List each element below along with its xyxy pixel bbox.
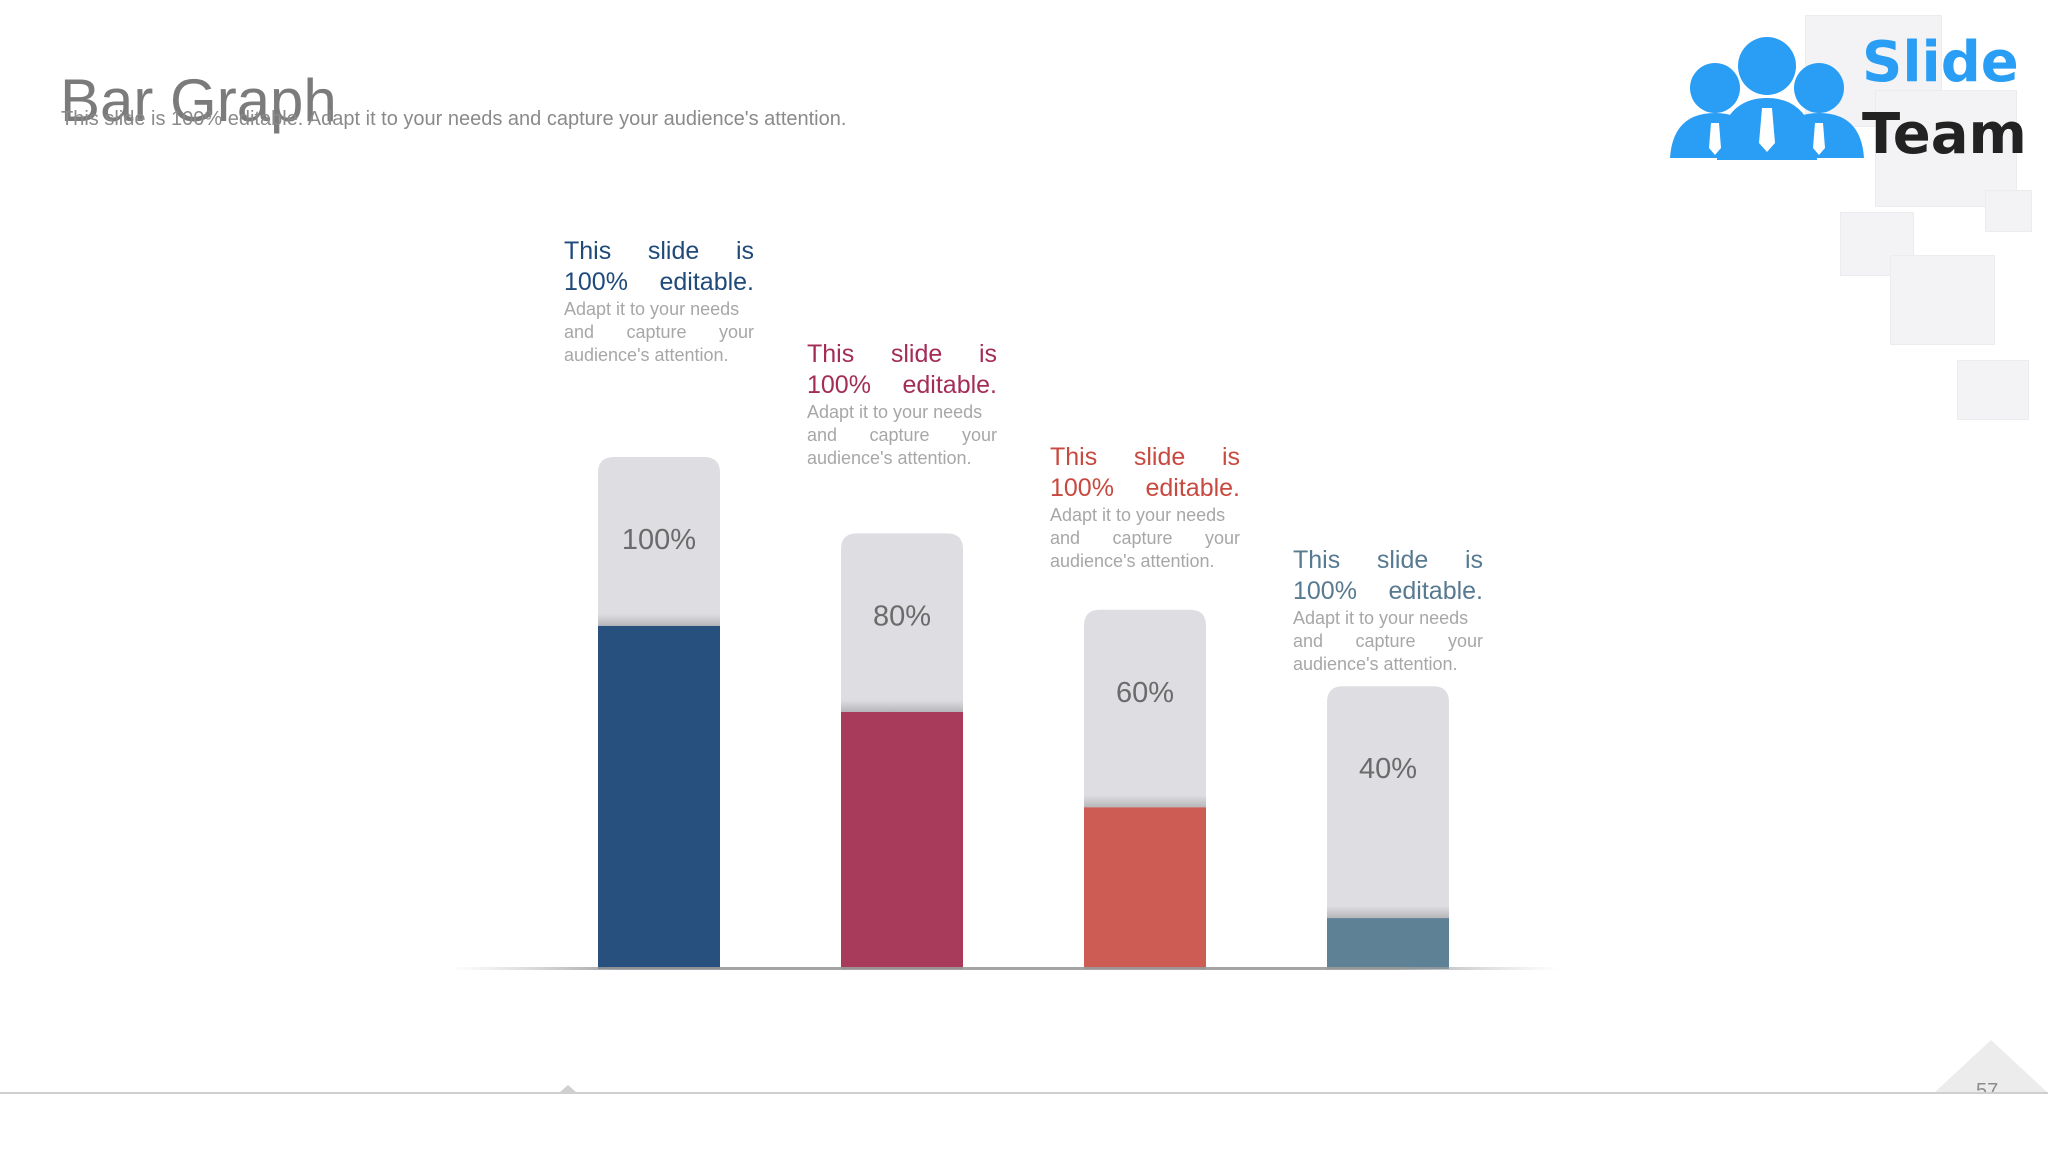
footer-marker [560,1085,576,1092]
page-subtitle: This slide is 100% editable. Adapt it to… [61,108,847,130]
description-heading-line: 100% editable. [807,371,997,399]
footer-line [0,1092,2048,1094]
page-title: Bar Graph [60,67,337,135]
description-body-line: and capture your [1050,528,1240,548]
decorative-square [1890,255,1995,345]
logo-text-slide: Slide [1862,30,2019,95]
decorative-square [1875,90,2017,207]
description-body-line: audience's attention. [1050,551,1215,571]
description-heading-line: 100% editable. [1293,577,1483,605]
description-heading-line: This slide is [1050,443,1240,471]
decorative-square [1985,190,2032,232]
description-body-line: and capture your [564,322,754,342]
description-heading-line: 100% editable. [1050,474,1240,502]
bar-value-label-4: 40% [1359,753,1417,785]
bar-value-label-1: 100% [622,524,696,556]
bar-fill-2 [841,711,963,969]
bar-fill-3 [1084,807,1206,969]
description-heading-line: 100% editable. [564,268,754,296]
page-number: 57 [1976,1080,1999,1092]
bar-value-label-3: 60% [1116,677,1174,709]
description-body-line: Adapt it to your needs [1050,505,1226,525]
bar-fill-1 [598,625,720,969]
description-body-line: audience's attention. [807,448,972,468]
description-heading-line: This slide is [807,340,997,368]
description-body-line: audience's attention. [564,345,729,365]
bar-description-3: This slide is 100% editable. Adapt it to y… [1050,442,1240,573]
description-body-line: Adapt it to your needs [807,402,983,422]
bar-shadow-4 [1327,906,1449,919]
bar-shadow-2 [841,699,963,712]
description-body-line: and capture your [807,425,997,445]
description-heading-line: This slide is [564,237,754,265]
description-heading-line: This slide is [1293,546,1483,574]
bar-fill-4 [1327,918,1449,969]
chart-baseline [450,967,1560,970]
logo-text-team: Team [1862,102,2027,167]
description-body-line: Adapt it to your needs [564,299,740,319]
description-body-line: and capture your [1293,631,1483,651]
bar-track-4 [1327,686,1449,969]
description-body-line: Adapt it to your needs [1293,608,1469,628]
slideteam-logo [1670,37,1864,160]
footer-corner-shape [1935,1040,2047,1092]
decorative-square [1957,360,2029,420]
bar-shadow-3 [1084,795,1206,808]
bar-shadow-1 [598,613,720,626]
description-body-line: audience's attention. [1293,654,1458,674]
bar-value-label-2: 80% [873,600,931,632]
bar-description-4: This slide is 100% editable. Adapt it to y… [1293,545,1483,676]
bar-description-2: This slide is 100% editable. Adapt it to y… [807,339,997,470]
bar-description-1: This slide is 100% editable. Adapt it to y… [564,236,754,367]
